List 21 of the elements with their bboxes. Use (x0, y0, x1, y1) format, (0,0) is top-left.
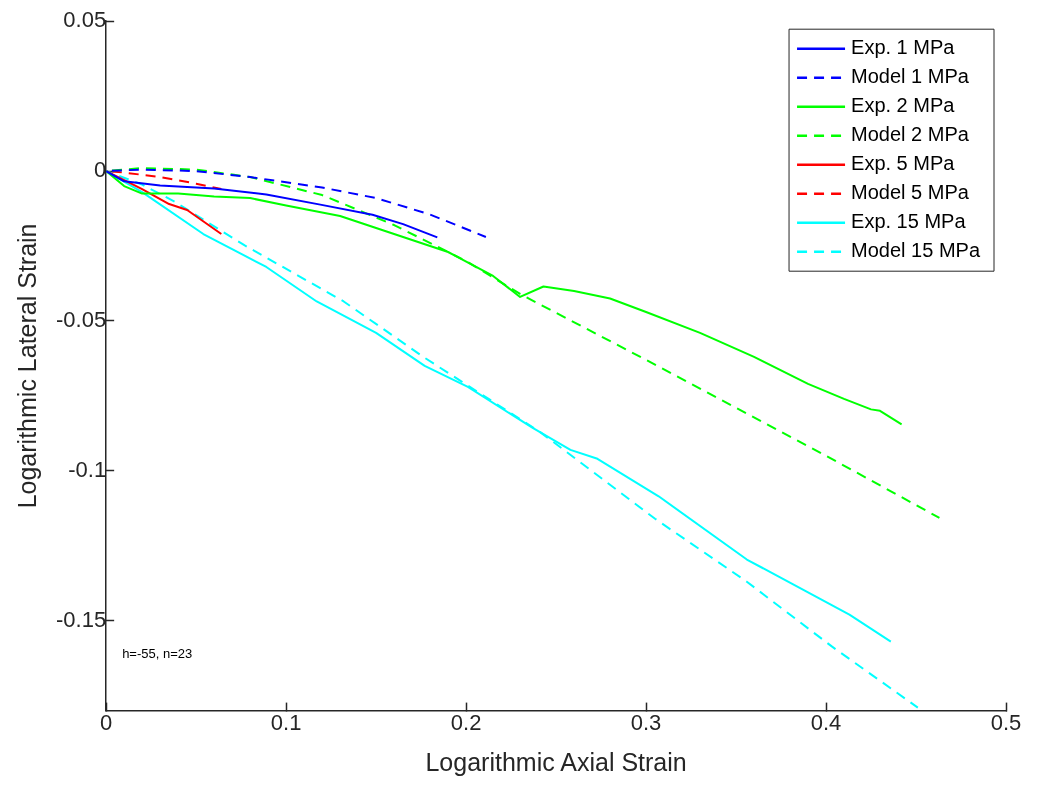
x-tick-label: 0.5 (990, 709, 1022, 735)
legend-label: Exp. 5 MPa (851, 152, 956, 175)
x-tick-label: 0.4 (810, 709, 842, 735)
y-tick-label: -0.05 (55, 307, 107, 332)
y-tick-label: -0.15 (55, 606, 107, 632)
legend-label: Exp. 15 MPa (851, 210, 967, 233)
y-tick-label: -0.1 (68, 456, 107, 482)
annotation: h=-55, n=23 (122, 646, 193, 662)
legend-label: Model 2 MPa (851, 123, 970, 146)
legend-label: Model 15 MPa (851, 239, 981, 262)
legend-label: Model 5 MPa (851, 181, 970, 204)
x-tick-label: 0.1 (270, 709, 302, 735)
x-tick-label: 0.2 (450, 709, 482, 735)
x-axis-title: Logarithmic Axial Strain (425, 747, 687, 776)
y-tick-label: 0 (93, 157, 107, 183)
y-axis-title: Logarithmic Lateral Strain (12, 223, 41, 509)
x-tick-label: 0.3 (630, 709, 662, 735)
y-tick-label: 0.05 (63, 7, 107, 33)
legend-label: Exp. 1 MPa (851, 36, 956, 59)
legend-label: Exp. 2 MPa (851, 94, 956, 117)
legend-label: Model 1 MPa (851, 65, 970, 88)
